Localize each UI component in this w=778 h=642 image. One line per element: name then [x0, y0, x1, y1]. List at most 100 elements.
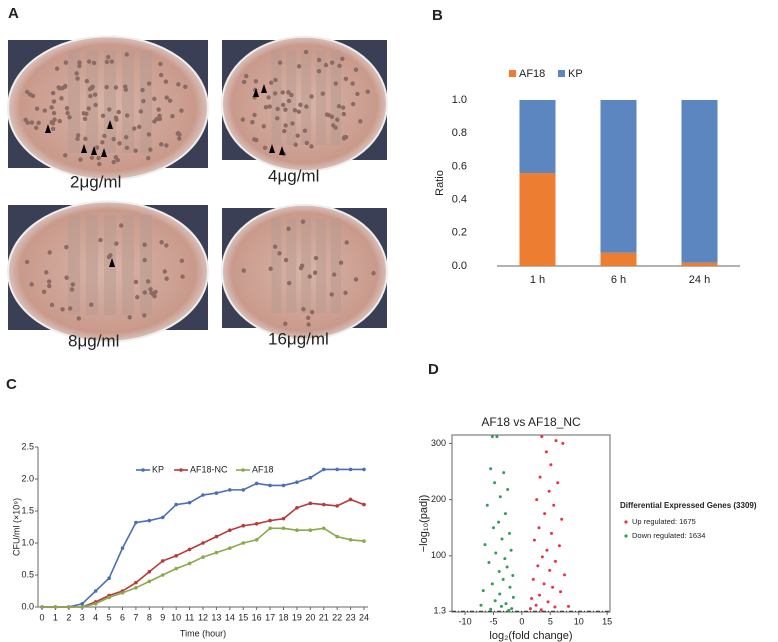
- point: [241, 541, 246, 545]
- colony: [273, 77, 278, 83]
- x-tick-label: 13: [211, 612, 221, 622]
- colony: [141, 98, 146, 104]
- legend-label: KP: [568, 68, 583, 80]
- point: [362, 539, 366, 543]
- colony: [49, 105, 54, 110]
- point: [228, 528, 232, 532]
- colony: [77, 63, 82, 69]
- point: [93, 602, 98, 606]
- x-tick-label: -10: [459, 616, 472, 626]
- colony: [341, 111, 346, 117]
- point: [553, 605, 557, 609]
- colony: [69, 287, 75, 292]
- streak: [104, 50, 116, 153]
- colony: [163, 79, 169, 84]
- colony: [316, 57, 322, 63]
- y-tick-label: 1.5: [21, 505, 34, 515]
- x-tick-label: 1 h: [530, 274, 545, 286]
- colony: [64, 244, 69, 250]
- streak: [122, 215, 134, 315]
- colony: [100, 140, 105, 145]
- point: [321, 502, 326, 507]
- colony: [117, 141, 122, 146]
- x-tick-label: 0: [39, 612, 44, 622]
- panel-label: D: [428, 361, 439, 378]
- colony: [283, 107, 288, 112]
- legend-marker: [241, 468, 245, 472]
- colony: [75, 136, 80, 142]
- colony: [145, 279, 151, 284]
- colony: [57, 118, 62, 124]
- point: [228, 546, 232, 550]
- x-tick-label: 14: [225, 612, 235, 622]
- point: [507, 608, 511, 612]
- y-tick-label: 2.0: [21, 473, 34, 483]
- arrowhead: [91, 146, 97, 155]
- colony: [78, 157, 83, 162]
- streak: [271, 50, 282, 145]
- colony: [252, 112, 257, 118]
- point: [548, 568, 552, 572]
- point: [501, 577, 505, 581]
- colony: [337, 63, 342, 69]
- legend-label: Up regulated: 1675: [632, 517, 696, 526]
- colony: [283, 123, 288, 128]
- y-tick-label: 0.6: [452, 160, 467, 172]
- colony: [113, 115, 119, 120]
- point: [134, 520, 138, 525]
- colony: [107, 107, 112, 112]
- point: [362, 467, 366, 472]
- point: [228, 488, 232, 492]
- point: [561, 441, 565, 445]
- point: [500, 537, 504, 541]
- point: [503, 557, 507, 561]
- point: [554, 439, 558, 443]
- point: [489, 467, 493, 471]
- point: [160, 559, 165, 563]
- point: [321, 467, 326, 472]
- bar-segment: [600, 252, 637, 266]
- colony: [296, 64, 302, 69]
- panel-label: B: [432, 7, 443, 24]
- plot-frame: [451, 434, 611, 613]
- point: [134, 586, 138, 590]
- colony: [64, 106, 70, 111]
- colony: [111, 159, 116, 165]
- colony: [281, 102, 286, 108]
- colony: [286, 280, 292, 286]
- colony: [65, 110, 70, 116]
- point: [503, 512, 507, 516]
- y-tick-label: 1.3: [433, 606, 446, 616]
- colony: [330, 123, 336, 128]
- colony: [113, 155, 119, 160]
- colony: [84, 111, 89, 117]
- point: [497, 520, 501, 524]
- bar-segment: [681, 262, 718, 266]
- y-tick-label: 0.0: [452, 260, 467, 272]
- colony: [111, 136, 116, 142]
- colony: [142, 313, 147, 318]
- point: [487, 561, 491, 565]
- colony: [333, 81, 338, 86]
- colony: [77, 60, 82, 65]
- point: [308, 475, 313, 480]
- colony: [42, 108, 47, 113]
- x-tick-label: 16: [252, 612, 262, 622]
- point: [53, 605, 58, 609]
- colony: [309, 94, 314, 99]
- colony: [244, 73, 249, 79]
- x-tick-label: 5: [107, 612, 112, 622]
- colony: [70, 282, 76, 287]
- arrowhead: [45, 124, 51, 133]
- colony: [82, 116, 88, 122]
- colony: [254, 137, 259, 143]
- colony: [124, 145, 130, 151]
- streak: [330, 218, 341, 313]
- x-tick-label: 8: [147, 612, 152, 622]
- point: [201, 555, 205, 559]
- point: [241, 488, 246, 492]
- colony: [261, 124, 267, 129]
- point: [549, 531, 553, 535]
- colony: [132, 126, 137, 131]
- colony: [138, 109, 144, 114]
